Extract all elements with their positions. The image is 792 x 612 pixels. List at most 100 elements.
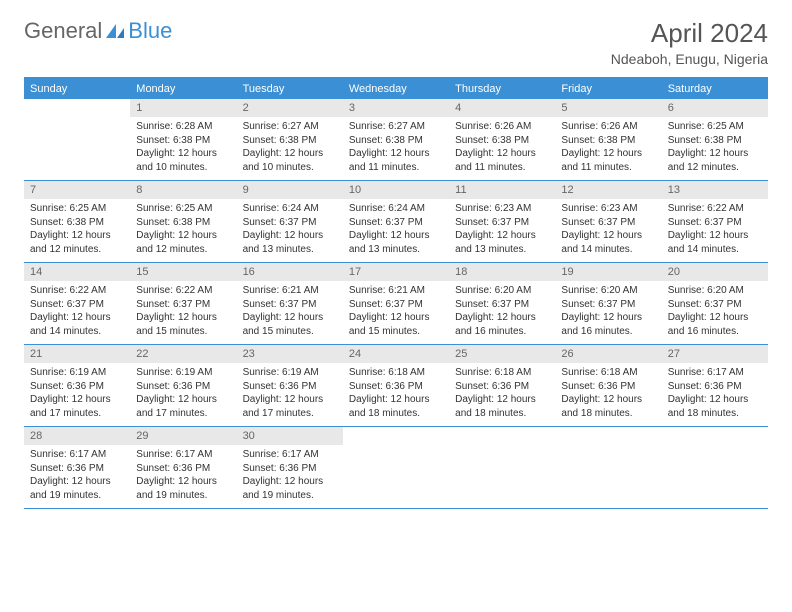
sunset-text: Sunset: 6:38 PM xyxy=(349,134,443,148)
day-header: Thursday xyxy=(449,79,555,99)
sunset-text: Sunset: 6:37 PM xyxy=(349,298,443,312)
sunrise-text: Sunrise: 6:27 AM xyxy=(349,120,443,134)
page-title: April 2024 xyxy=(611,18,768,49)
day-cell: 3Sunrise: 6:27 AMSunset: 6:38 PMDaylight… xyxy=(343,99,449,180)
sunset-text: Sunset: 6:36 PM xyxy=(243,462,337,476)
sunset-text: Sunset: 6:36 PM xyxy=(30,462,124,476)
day-info: Sunrise: 6:26 AMSunset: 6:38 PMDaylight:… xyxy=(449,117,555,180)
day-info: Sunrise: 6:22 AMSunset: 6:37 PMDaylight:… xyxy=(662,199,768,262)
day-info: Sunrise: 6:17 AMSunset: 6:36 PMDaylight:… xyxy=(130,445,236,508)
location-text: Ndeaboh, Enugu, Nigeria xyxy=(611,51,768,67)
day-info: Sunrise: 6:18 AMSunset: 6:36 PMDaylight:… xyxy=(343,363,449,426)
sunset-text: Sunset: 6:36 PM xyxy=(455,380,549,394)
sunrise-text: Sunrise: 6:27 AM xyxy=(243,120,337,134)
day-cell: 27Sunrise: 6:17 AMSunset: 6:36 PMDayligh… xyxy=(662,345,768,426)
day-number: 30 xyxy=(237,427,343,445)
day-header-row: Sunday Monday Tuesday Wednesday Thursday… xyxy=(24,79,768,99)
day-number: 5 xyxy=(555,99,661,117)
sunset-text: Sunset: 6:38 PM xyxy=(136,216,230,230)
daylight-text: Daylight: 12 hours and 17 minutes. xyxy=(243,393,337,420)
week-row: 1Sunrise: 6:28 AMSunset: 6:38 PMDaylight… xyxy=(24,99,768,181)
daylight-text: Daylight: 12 hours and 18 minutes. xyxy=(668,393,762,420)
day-cell: 24Sunrise: 6:18 AMSunset: 6:36 PMDayligh… xyxy=(343,345,449,426)
sunrise-text: Sunrise: 6:23 AM xyxy=(561,202,655,216)
daylight-text: Daylight: 12 hours and 14 minutes. xyxy=(30,311,124,338)
day-cell xyxy=(555,427,661,508)
day-header: Friday xyxy=(555,79,661,99)
sunrise-text: Sunrise: 6:17 AM xyxy=(136,448,230,462)
day-number: 29 xyxy=(130,427,236,445)
sunset-text: Sunset: 6:36 PM xyxy=(243,380,337,394)
daylight-text: Daylight: 12 hours and 10 minutes. xyxy=(136,147,230,174)
day-number: 3 xyxy=(343,99,449,117)
daylight-text: Daylight: 12 hours and 15 minutes. xyxy=(136,311,230,338)
sunrise-text: Sunrise: 6:17 AM xyxy=(243,448,337,462)
day-header: Tuesday xyxy=(237,79,343,99)
sunset-text: Sunset: 6:37 PM xyxy=(243,216,337,230)
day-info: Sunrise: 6:28 AMSunset: 6:38 PMDaylight:… xyxy=(130,117,236,180)
day-number: 17 xyxy=(343,263,449,281)
sunrise-text: Sunrise: 6:19 AM xyxy=(243,366,337,380)
sunrise-text: Sunrise: 6:22 AM xyxy=(668,202,762,216)
week-row: 7Sunrise: 6:25 AMSunset: 6:38 PMDaylight… xyxy=(24,181,768,263)
day-cell: 16Sunrise: 6:21 AMSunset: 6:37 PMDayligh… xyxy=(237,263,343,344)
day-info: Sunrise: 6:23 AMSunset: 6:37 PMDaylight:… xyxy=(449,199,555,262)
day-cell: 2Sunrise: 6:27 AMSunset: 6:38 PMDaylight… xyxy=(237,99,343,180)
day-cell: 22Sunrise: 6:19 AMSunset: 6:36 PMDayligh… xyxy=(130,345,236,426)
week-row: 28Sunrise: 6:17 AMSunset: 6:36 PMDayligh… xyxy=(24,427,768,509)
sunset-text: Sunset: 6:36 PM xyxy=(561,380,655,394)
daylight-text: Daylight: 12 hours and 16 minutes. xyxy=(455,311,549,338)
sunset-text: Sunset: 6:36 PM xyxy=(30,380,124,394)
day-cell: 23Sunrise: 6:19 AMSunset: 6:36 PMDayligh… xyxy=(237,345,343,426)
day-info: Sunrise: 6:18 AMSunset: 6:36 PMDaylight:… xyxy=(449,363,555,426)
day-cell: 17Sunrise: 6:21 AMSunset: 6:37 PMDayligh… xyxy=(343,263,449,344)
sunrise-text: Sunrise: 6:26 AM xyxy=(455,120,549,134)
day-cell: 4Sunrise: 6:26 AMSunset: 6:38 PMDaylight… xyxy=(449,99,555,180)
day-number: 12 xyxy=(555,181,661,199)
day-info: Sunrise: 6:17 AMSunset: 6:36 PMDaylight:… xyxy=(237,445,343,508)
day-number: 16 xyxy=(237,263,343,281)
sunset-text: Sunset: 6:37 PM xyxy=(243,298,337,312)
day-number: 20 xyxy=(662,263,768,281)
day-number: 10 xyxy=(343,181,449,199)
sunrise-text: Sunrise: 6:25 AM xyxy=(30,202,124,216)
day-cell: 15Sunrise: 6:22 AMSunset: 6:37 PMDayligh… xyxy=(130,263,236,344)
day-info: Sunrise: 6:22 AMSunset: 6:37 PMDaylight:… xyxy=(130,281,236,344)
day-cell xyxy=(662,427,768,508)
day-header: Saturday xyxy=(662,79,768,99)
day-info: Sunrise: 6:20 AMSunset: 6:37 PMDaylight:… xyxy=(662,281,768,344)
day-info: Sunrise: 6:25 AMSunset: 6:38 PMDaylight:… xyxy=(24,199,130,262)
day-cell: 6Sunrise: 6:25 AMSunset: 6:38 PMDaylight… xyxy=(662,99,768,180)
day-cell: 12Sunrise: 6:23 AMSunset: 6:37 PMDayligh… xyxy=(555,181,661,262)
logo-text-blue: Blue xyxy=(128,18,172,44)
logo-sail-icon xyxy=(104,22,126,40)
daylight-text: Daylight: 12 hours and 13 minutes. xyxy=(349,229,443,256)
day-number: 25 xyxy=(449,345,555,363)
sunset-text: Sunset: 6:36 PM xyxy=(349,380,443,394)
day-info: Sunrise: 6:21 AMSunset: 6:37 PMDaylight:… xyxy=(237,281,343,344)
day-info: Sunrise: 6:18 AMSunset: 6:36 PMDaylight:… xyxy=(555,363,661,426)
day-cell: 25Sunrise: 6:18 AMSunset: 6:36 PMDayligh… xyxy=(449,345,555,426)
day-header: Sunday xyxy=(24,79,130,99)
header: General Blue April 2024 Ndeaboh, Enugu, … xyxy=(24,18,768,67)
day-cell xyxy=(343,427,449,508)
sunset-text: Sunset: 6:38 PM xyxy=(561,134,655,148)
sunrise-text: Sunrise: 6:17 AM xyxy=(30,448,124,462)
sunset-text: Sunset: 6:37 PM xyxy=(561,216,655,230)
daylight-text: Daylight: 12 hours and 17 minutes. xyxy=(136,393,230,420)
sunset-text: Sunset: 6:37 PM xyxy=(561,298,655,312)
sunrise-text: Sunrise: 6:25 AM xyxy=(668,120,762,134)
daylight-text: Daylight: 12 hours and 11 minutes. xyxy=(561,147,655,174)
sunrise-text: Sunrise: 6:24 AM xyxy=(349,202,443,216)
sunset-text: Sunset: 6:36 PM xyxy=(136,462,230,476)
daylight-text: Daylight: 12 hours and 16 minutes. xyxy=(561,311,655,338)
day-cell: 26Sunrise: 6:18 AMSunset: 6:36 PMDayligh… xyxy=(555,345,661,426)
sunset-text: Sunset: 6:38 PM xyxy=(455,134,549,148)
day-info: Sunrise: 6:19 AMSunset: 6:36 PMDaylight:… xyxy=(24,363,130,426)
daylight-text: Daylight: 12 hours and 18 minutes. xyxy=(349,393,443,420)
day-cell: 19Sunrise: 6:20 AMSunset: 6:37 PMDayligh… xyxy=(555,263,661,344)
sunset-text: Sunset: 6:37 PM xyxy=(136,298,230,312)
day-cell: 10Sunrise: 6:24 AMSunset: 6:37 PMDayligh… xyxy=(343,181,449,262)
week-row: 21Sunrise: 6:19 AMSunset: 6:36 PMDayligh… xyxy=(24,345,768,427)
day-header: Wednesday xyxy=(343,79,449,99)
